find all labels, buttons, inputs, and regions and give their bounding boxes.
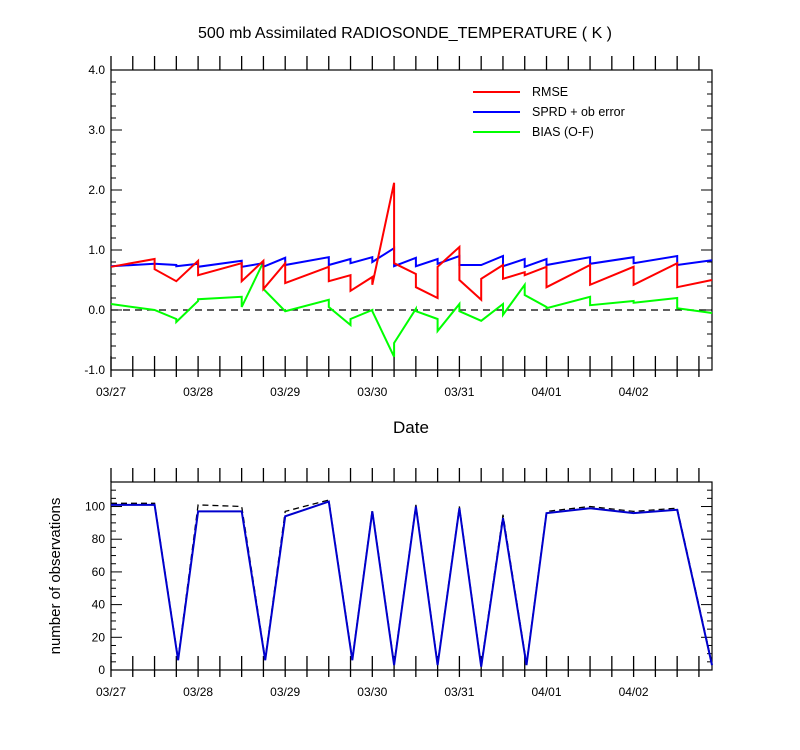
legend-label: RMSE xyxy=(532,85,568,99)
y-tick-label: 0.0 xyxy=(88,303,105,317)
bottom-y-axis: 0 20 40 60 80 100 xyxy=(85,481,712,677)
x-tick-label: 03/28 xyxy=(183,685,213,699)
x-tick-label: 03/30 xyxy=(357,685,387,699)
y-axis-label-observations: number of observations xyxy=(47,498,64,655)
y-tick-label: 4.0 xyxy=(88,63,105,77)
y-tick-label: 20 xyxy=(92,630,106,644)
x-tick-label: 03/30 xyxy=(357,385,387,399)
y-tick-label: 0 xyxy=(98,663,105,677)
top-series-group xyxy=(110,182,713,358)
x-tick-label: 03/31 xyxy=(444,385,474,399)
x-tick-label: 03/29 xyxy=(270,385,300,399)
x-tick-label: 04/02 xyxy=(619,685,649,699)
legend: RMSE SPRD + ob error BIAS (O-F) xyxy=(473,85,625,139)
y-tick-label: 80 xyxy=(92,532,106,546)
y-tick-label: 60 xyxy=(92,565,106,579)
series-line-sprd-ob-error xyxy=(110,246,713,269)
x-tick-label: 04/02 xyxy=(619,385,649,399)
bottom-x-axis: 03/27 03/28 03/29 03/30 03/31 04/01 04/02 xyxy=(96,468,700,699)
x-axis-label: Date xyxy=(393,418,429,437)
series-line-rmse xyxy=(110,182,713,303)
top-chart: 500 mb Assimilated RADIOSONDE_TEMPERATUR… xyxy=(84,25,713,437)
series-line-bias-o-f xyxy=(110,261,713,358)
chart-title: 500 mb Assimilated RADIOSONDE_TEMPERATUR… xyxy=(198,25,612,42)
series-line-observations-total xyxy=(111,499,713,666)
bottom-plot-frame xyxy=(110,481,713,671)
x-tick-label: 03/31 xyxy=(444,685,474,699)
bottom-chart: 0 20 40 60 80 100 03/27 03/28 03/29 03/30 03/31 04… xyxy=(47,468,713,699)
y-tick-label: 40 xyxy=(92,598,106,612)
top-plot-frame xyxy=(110,69,713,371)
y-tick-label: 2.0 xyxy=(88,183,105,197)
bottom-series-group xyxy=(111,499,713,667)
top-x-axis: 03/27 03/28 03/29 03/30 03/31 04/01 04/02 xyxy=(96,56,700,399)
x-tick-label: 03/27 xyxy=(96,685,126,699)
y-tick-label: 100 xyxy=(85,500,105,514)
x-tick-label: 04/01 xyxy=(531,685,561,699)
y-tick-label: 1.0 xyxy=(88,243,105,257)
y-tick-label: 3.0 xyxy=(88,123,105,137)
legend-label: BIAS (O-F) xyxy=(532,125,594,139)
x-tick-label: 03/29 xyxy=(270,685,300,699)
series-line-observations-used xyxy=(111,500,713,667)
x-tick-label: 03/27 xyxy=(96,385,126,399)
x-tick-label: 03/28 xyxy=(183,385,213,399)
top-y-axis: -1.0 0.0 1.0 2.0 3.0 4.0 xyxy=(84,63,712,377)
legend-label: SPRD + ob error xyxy=(532,105,625,119)
y-tick-label: -1.0 xyxy=(84,363,105,377)
x-tick-label: 04/01 xyxy=(531,385,561,399)
